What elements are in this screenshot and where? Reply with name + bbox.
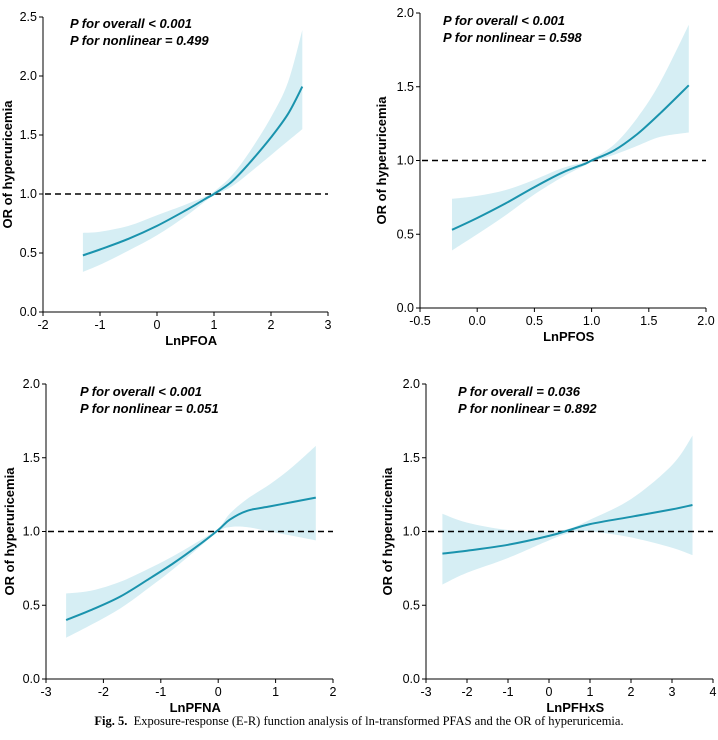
- y-tick-label: 1.0: [403, 525, 420, 539]
- x-axis-label: LnPFOA: [165, 333, 218, 348]
- y-tick-label: 0.0: [23, 672, 40, 686]
- ci-band: [452, 24, 689, 251]
- x-tick-label: -0.5: [409, 314, 431, 328]
- y-tick-label: 2.0: [23, 377, 40, 391]
- x-tick-label: -1: [155, 685, 166, 699]
- x-tick-label: 1: [587, 685, 594, 699]
- x-tick-label: -1: [94, 318, 105, 332]
- x-tick-label: 2: [628, 685, 635, 699]
- y-tick-label: 0.5: [20, 246, 37, 260]
- y-tick-label: 1.0: [20, 187, 37, 201]
- y-axis-label: OR of hyperuricemia: [380, 467, 395, 596]
- y-tick-label: 2.0: [403, 377, 420, 391]
- x-tick-label: 0.0: [469, 314, 486, 328]
- y-axis-label: OR of hyperuricemia: [374, 96, 389, 225]
- y-tick-label: 1.5: [23, 451, 40, 465]
- x-tick-label: 3: [669, 685, 676, 699]
- x-tick-label: 0: [546, 685, 553, 699]
- y-tick-label: 0.0: [20, 305, 37, 319]
- y-tick-label: 0.0: [397, 301, 414, 315]
- x-tick-label: 0.5: [526, 314, 543, 328]
- x-tick-label: 1.5: [640, 314, 657, 328]
- p-value-annotation: P for nonlinear = 0.499: [70, 33, 209, 48]
- x-tick-label: 2: [330, 685, 337, 699]
- x-tick-label: 4: [710, 685, 717, 699]
- p-value-annotation: P for overall = 0.036: [458, 384, 581, 399]
- x-tick-label: 2: [268, 318, 275, 332]
- panel-pfos: 0.00.51.01.52.0-0.5 0.0 0.5 1.0 1.5 2.0LnPFOS…: [374, 6, 715, 344]
- p-value-annotation: P for nonlinear = 0.892: [458, 401, 597, 416]
- y-tick-label: 2.0: [397, 6, 414, 20]
- figure-caption: Fig. 5. Exposure-response (E-R) function…: [0, 714, 718, 729]
- x-tick-label: 1.0: [583, 314, 600, 328]
- y-tick-label: 0.5: [397, 227, 414, 241]
- x-tick-label: 1: [272, 685, 279, 699]
- or-curve: [451, 84, 690, 231]
- p-value-annotation: P for overall < 0.001: [443, 13, 565, 28]
- p-value-annotation: P for overall < 0.001: [70, 16, 192, 31]
- y-tick-label: 1.5: [397, 80, 414, 94]
- y-tick-label: 2.0: [20, 69, 37, 83]
- caption-text: Exposure-response (E-R) function analysi…: [133, 714, 624, 728]
- x-tick-label: -2: [98, 685, 109, 699]
- x-tick-label: -2: [37, 318, 48, 332]
- or-curve: [442, 504, 693, 555]
- panel-pfoa: 0.0 0.5 1.0 1.5 2.0 2.5 -2 -1 0 1 2 3 LnPFOA OR of hy…: [0, 10, 332, 348]
- caption-label: Fig. 5.: [94, 714, 128, 728]
- y-axis-label: OR of hyperuricemia: [2, 467, 17, 596]
- ci-band: [442, 435, 693, 585]
- y-tick-label: 0.5: [23, 598, 40, 612]
- x-axis-label: LnPFOS: [543, 329, 595, 344]
- y-tick-label: 1.0: [23, 525, 40, 539]
- x-tick-label: 0: [154, 318, 161, 332]
- x-tick-label: 0: [215, 685, 222, 699]
- p-value-annotation: P for overall < 0.001: [80, 384, 202, 399]
- y-tick-label: 1.5: [20, 128, 37, 142]
- x-tick-label: -2: [461, 685, 472, 699]
- x-axis-label: LnPFNA: [170, 700, 222, 715]
- x-tick-label: 1: [211, 318, 218, 332]
- y-axis-label: OR of hyperuricemia: [0, 100, 15, 229]
- y-tick-label: 2.5: [20, 10, 37, 24]
- x-axis-label: LnPFHxS: [546, 700, 604, 715]
- y-tick-label: 1.0: [397, 154, 414, 168]
- y-tick-label: 0.0: [403, 672, 420, 686]
- x-tick-label: 3: [325, 318, 332, 332]
- panel-pfhxs: 0.0 0.5 1.0 1.5 2.0 -3 -2 -1 0 1 2 3 4 LnPFHxS OR of h…: [380, 377, 717, 715]
- panel-pfna: 0.0 0.5 1.0 1.5 2.0 -3 -2 -1 0 1 2 LnPFNA OR of hype…: [2, 377, 337, 715]
- or-curve: [82, 86, 304, 257]
- x-tick-label: -3: [40, 685, 51, 699]
- x-tick-label: -3: [420, 685, 431, 699]
- x-tick-label: 2.0: [697, 314, 714, 328]
- ci-band: [82, 30, 303, 272]
- ci-band: [66, 445, 316, 638]
- x-tick-label: -1: [502, 685, 513, 699]
- p-value-annotation: P for nonlinear = 0.598: [443, 30, 582, 45]
- y-tick-label: 1.5: [403, 451, 420, 465]
- y-tick-label: 0.5: [403, 598, 420, 612]
- p-value-annotation: P for nonlinear = 0.051: [80, 401, 219, 416]
- or-curve: [65, 496, 316, 621]
